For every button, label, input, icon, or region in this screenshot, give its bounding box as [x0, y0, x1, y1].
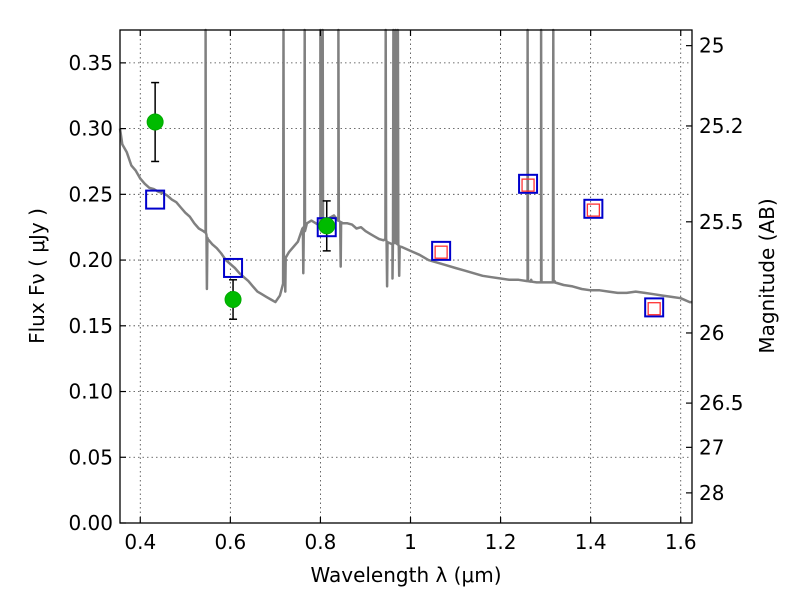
y2-tick-label: 25.2	[699, 114, 744, 138]
model-square	[145, 189, 166, 210]
x-tick-label: 1.4	[575, 530, 607, 554]
observed-point	[146, 113, 164, 131]
model-square	[431, 240, 452, 261]
x-tick-label: 0.8	[305, 530, 337, 554]
y2-tick-label: 28	[699, 481, 724, 505]
y-tick-label: 0.00	[68, 511, 113, 535]
x-tick-label: 1	[404, 530, 417, 554]
y-tick-label: 0.05	[68, 445, 113, 469]
x-tick-label: 1.2	[485, 530, 517, 554]
model-square	[583, 198, 604, 219]
y2-tick-label: 25	[699, 34, 724, 58]
x-tick-label: 1.6	[665, 530, 697, 554]
x-tick-label: 0.4	[124, 530, 156, 554]
axis-ticks: 0.4 0.6 0.8 1 1.2 1.4 1.6 0.00 0.05 0.10 0.15 0.20 0…	[68, 30, 744, 554]
model-square	[644, 297, 665, 318]
grid	[120, 30, 692, 524]
plot-area	[118, 28, 692, 320]
y-axis-title: Flux Fν ( μJy )	[25, 208, 49, 344]
observed-point	[224, 291, 242, 309]
y-tick-label: 0.30	[68, 117, 113, 141]
sed-model-line	[118, 28, 692, 304]
model-square	[518, 173, 539, 194]
y2-tick-label: 26.5	[699, 391, 744, 415]
y2-tick-label: 26	[699, 321, 724, 345]
observed-point	[318, 217, 336, 235]
axes-frame	[119, 29, 693, 524]
y-tick-label: 0.15	[68, 314, 113, 338]
x-tick-label: 0.6	[214, 530, 246, 554]
y2-tick-label: 25.5	[699, 210, 744, 234]
upper-limit-square	[586, 203, 601, 217]
upper-limit-square	[521, 178, 535, 192]
y-tick-label: 0.20	[68, 248, 113, 272]
upper-limit-square	[647, 302, 661, 316]
y-tick-label: 0.35	[68, 51, 113, 75]
y-tick-label: 0.25	[68, 182, 113, 206]
upper-limit-square	[434, 245, 448, 259]
model-square	[223, 257, 244, 278]
y-tick-label: 0.10	[68, 380, 113, 404]
y2-axis-title: Magnitude (AB)	[755, 198, 779, 353]
y2-tick-label: 27	[699, 435, 724, 459]
x-axis-title: Wavelength λ (μm)	[310, 563, 501, 587]
